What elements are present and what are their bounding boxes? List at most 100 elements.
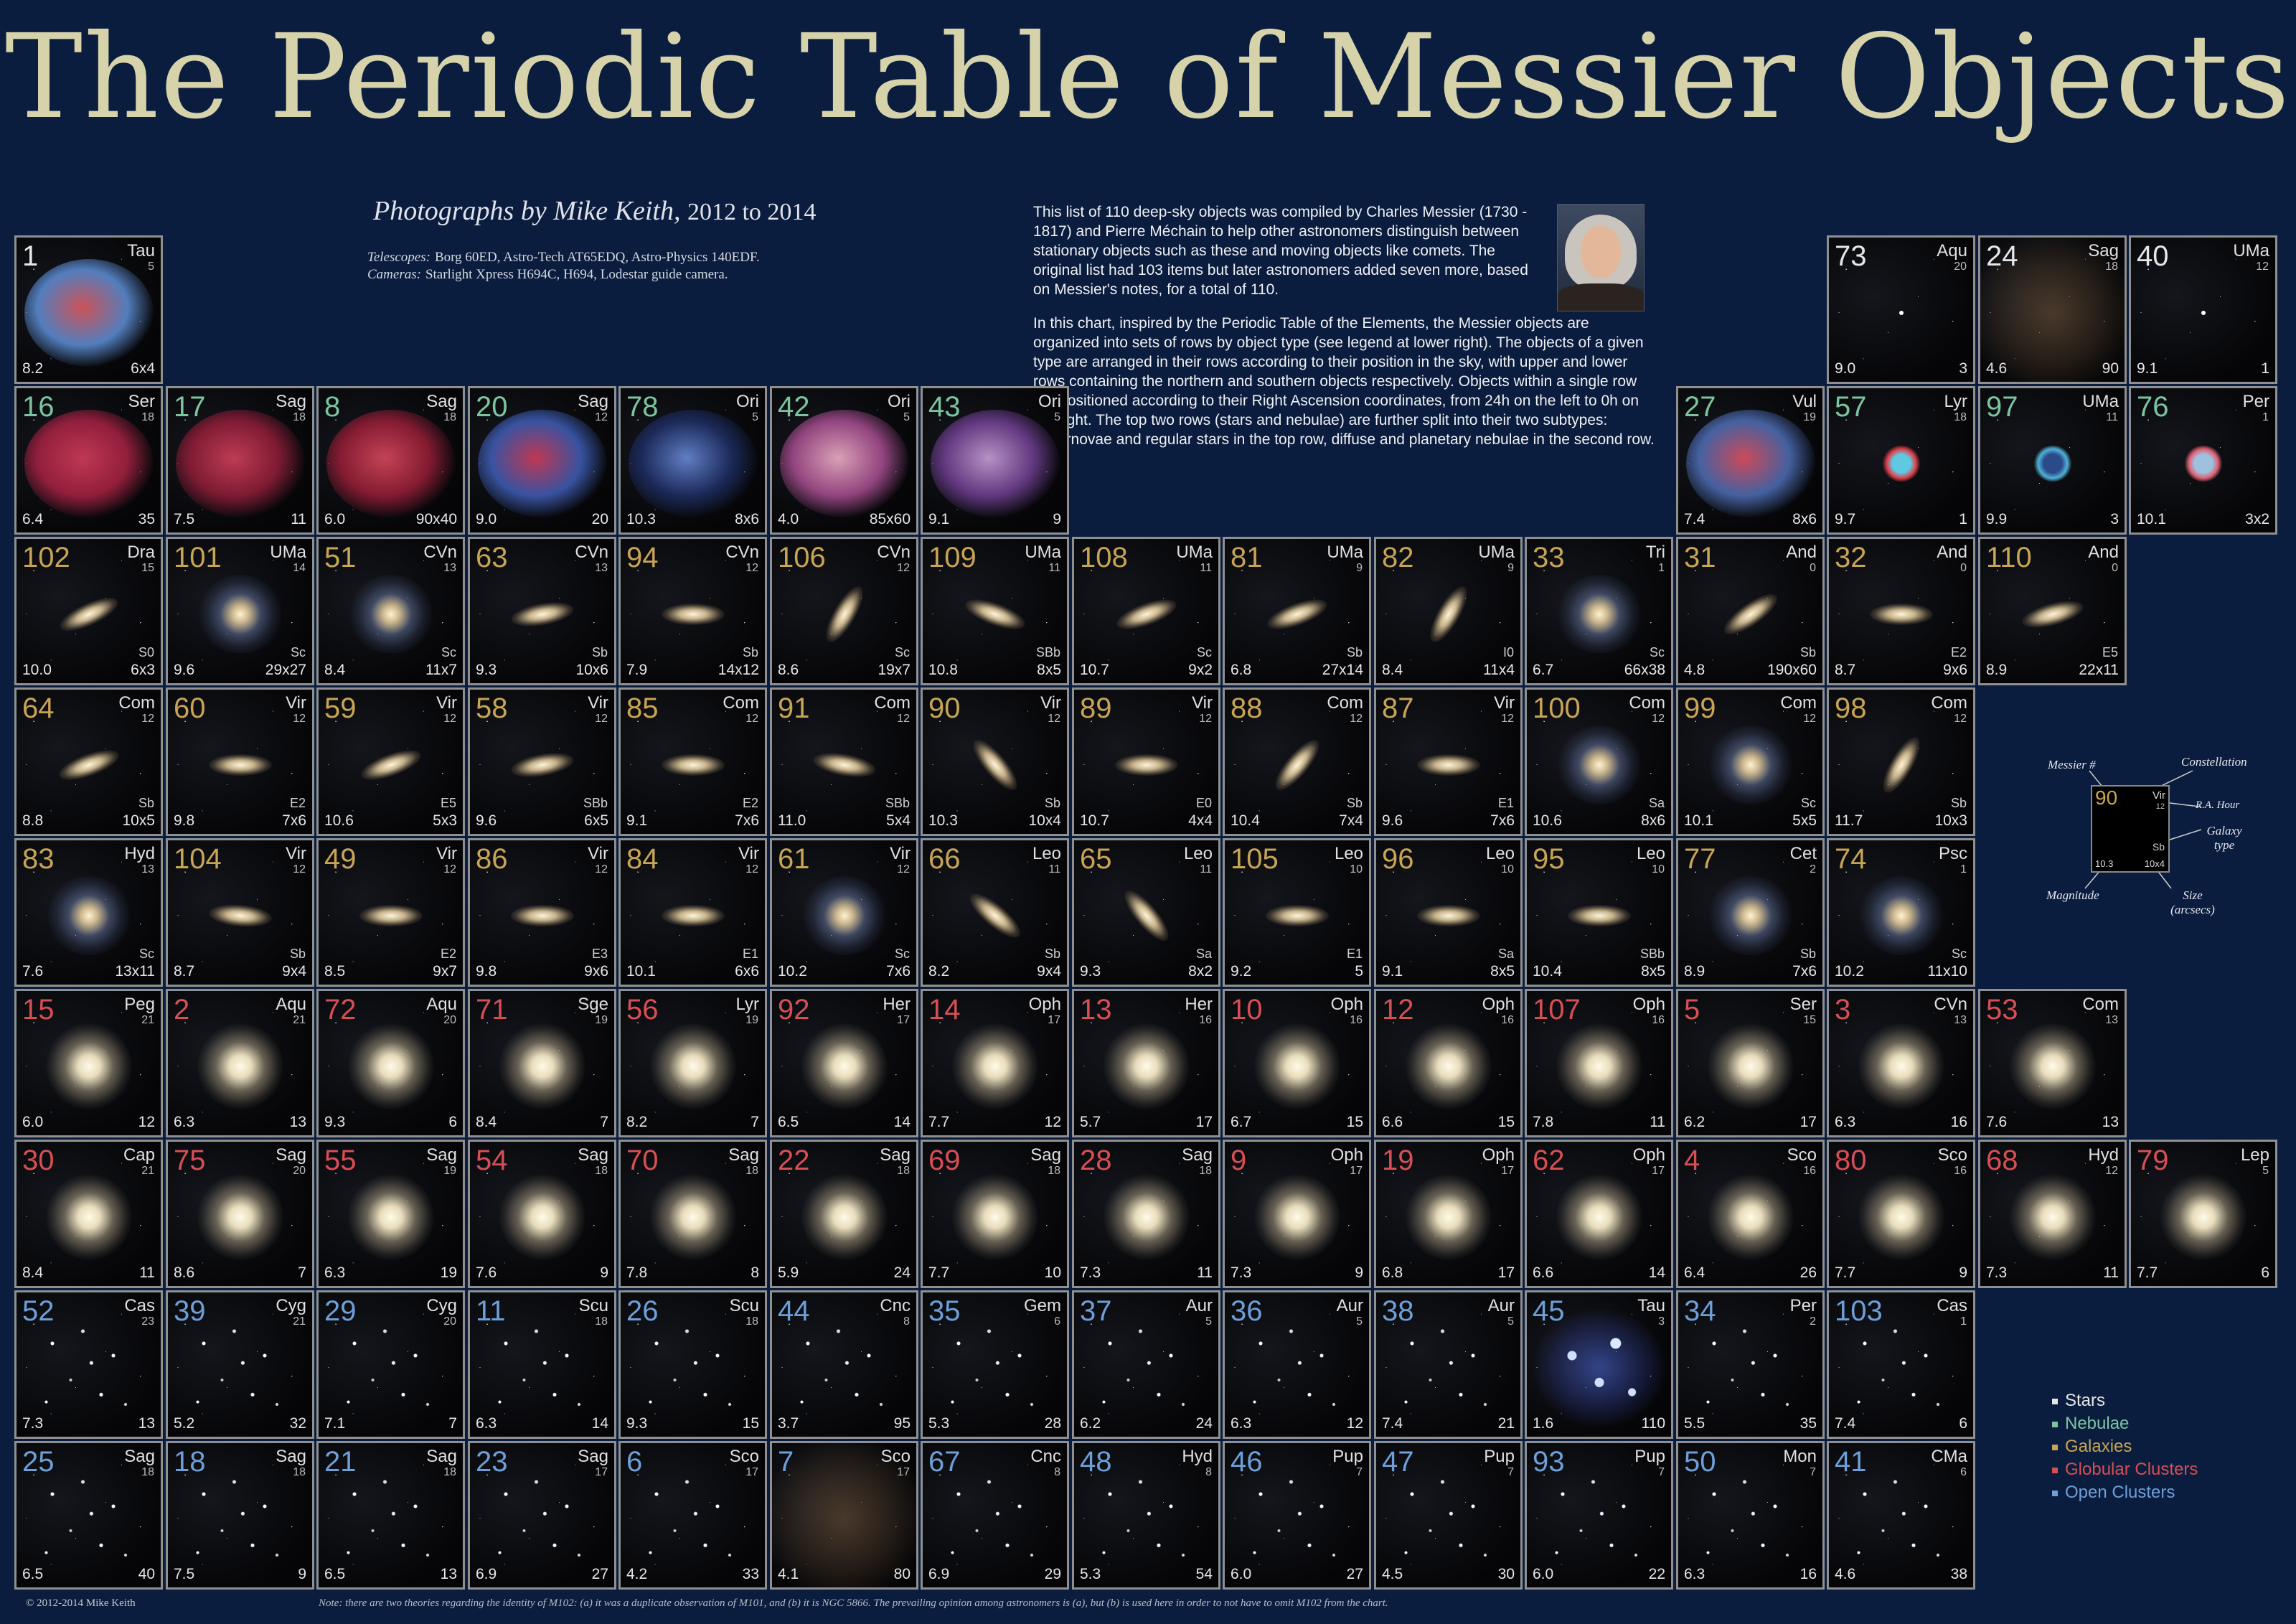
angular-size: 15 [742,1415,759,1432]
messier-number: 10 [1231,994,1263,1025]
messier-number: 97 [1986,391,2018,423]
magnitude: 8.4 [1382,662,1403,678]
messier-cell: 6 Sco 17 4.2 33 [618,1441,767,1590]
angular-size: 14x12 [718,662,759,678]
object-image [1689,1306,1812,1429]
messier-cell: 5 Ser 15 6.2 17 [1676,989,1825,1137]
angular-size: 11 [1650,1114,1665,1130]
ra-hour: 12 [897,863,910,876]
magnitude: 10.8 [928,662,958,678]
messier-cell: 62 Oph 17 6.6 14 [1525,1140,1673,1288]
messier-number: 55 [324,1145,357,1176]
messier-number: 92 [778,994,810,1025]
magnitude: 9.1 [626,812,648,829]
object-image [347,1173,434,1260]
object-image [801,1023,888,1109]
angular-size: 11 [1197,1264,1213,1281]
magnitude: 6.5 [324,1566,346,1582]
angular-size: 8x6 [735,511,759,527]
angular-size: 29 [1044,1566,1061,1582]
messier-number: 68 [1986,1145,2018,1176]
magnitude: 6.3 [1835,1114,1856,1130]
messier-number: 48 [1080,1446,1112,1478]
messier-cell: 71 Sge 19 8.4 7 [468,989,616,1137]
object-image [1416,904,1480,926]
ra-hour: 18 [443,1466,456,1478]
constellation: Lyr [1944,392,1967,411]
angular-size: 13x11 [115,963,155,980]
object-image [1707,1173,1794,1260]
magnitude: 6.4 [1684,1264,1705,1281]
magnitude: 6.4 [22,511,44,527]
galaxy-type: Sb [1044,796,1060,810]
ra-hour: 21 [141,1165,154,1177]
magnitude: 9.0 [1835,360,1856,377]
ra-hour: 17 [1501,1165,1514,1177]
messier-cell: 18 Sag 18 7.5 9 [166,1441,314,1590]
messier-number: 90 [928,693,961,724]
constellation: Com [1780,693,1817,713]
angular-size: 40 [138,1566,155,1582]
constellation: Cnc [1030,1447,1061,1466]
magnitude: 7.8 [1533,1114,1554,1130]
object-image [933,1306,1056,1429]
constellation: Oph [1632,995,1665,1014]
magnitude: 4.5 [1382,1566,1403,1582]
ra-hour: 19 [595,1014,608,1026]
legend-item-galaxies: Galaxies [2052,1435,2198,1458]
object-image [197,574,283,654]
object-image [1707,725,1794,804]
messier-number: 25 [22,1446,55,1478]
messier-number: 6 [626,1446,643,1478]
messier-cell: 11 Scu 18 6.3 14 [468,1290,616,1439]
ra-hour: 17 [1048,1014,1060,1026]
object-image [45,1173,132,1260]
angular-size: 27 [1346,1566,1363,1582]
magnitude: 9.6 [174,662,195,678]
angular-size: 9x2 [1188,662,1213,678]
magnitude: 6.3 [1231,1415,1252,1432]
constellation: Aur [1336,1296,1363,1315]
constellation: Sco [729,1447,759,1466]
messier-cell: 101 UMa 14 Sc 9.6 29x27 [166,537,314,685]
constellation: UMa [270,543,306,562]
ra-hour: 20 [293,1165,306,1177]
object-image [1858,1023,1944,1109]
messier-number: 73 [1835,240,1867,272]
magnitude: 9.3 [626,1415,648,1432]
ra-hour: 23 [141,1315,154,1328]
messier-number: 5 [1684,994,1700,1025]
messier-number: 14 [928,994,961,1025]
angular-size: 9x7 [433,963,457,980]
constellation: Vir [436,844,457,863]
messier-number: 99 [1684,693,1716,724]
galaxy-type: Sc [1196,645,1212,660]
magnitude: 7.5 [174,1566,195,1582]
messier-number: 80 [1835,1145,1867,1176]
angular-size: 9 [1053,511,1061,527]
messier-cell: 72 Aqu 20 9.3 6 [316,989,465,1137]
copyright: © 2012-2014 Mike Keith [26,1597,136,1609]
magnitude: 8.4 [324,662,346,678]
angular-size: 190x60 [1767,662,1817,678]
angular-size: 10x4 [1028,812,1061,829]
angular-size: 95 [893,1415,911,1432]
messier-cell: 89 Vir 12 E0 10.7 4x4 [1072,687,1220,836]
angular-size: 15 [1346,1114,1363,1130]
galaxy-type: SBb [583,796,608,810]
object-image [45,876,132,955]
messier-number: 3 [1835,994,1851,1025]
messier-cell: 30 Cap 21 8.4 11 [14,1140,163,1288]
angular-size: 13 [289,1114,306,1130]
messier-cell: 7 Sco 17 4.1 80 [770,1441,918,1590]
messier-number: 15 [22,994,55,1025]
ra-hour: 18 [2105,261,2118,273]
ra-hour: 17 [595,1466,608,1478]
ra-hour: 16 [1350,1014,1363,1026]
angular-size: 10x5 [122,812,155,829]
magnitude: 7.3 [22,1415,44,1432]
legend-swatch-globular-clusters [2052,1467,2058,1473]
messier-number: 12 [1382,994,1414,1025]
ra-hour: 5 [1507,1315,1514,1328]
magnitude: 10.2 [778,963,807,980]
